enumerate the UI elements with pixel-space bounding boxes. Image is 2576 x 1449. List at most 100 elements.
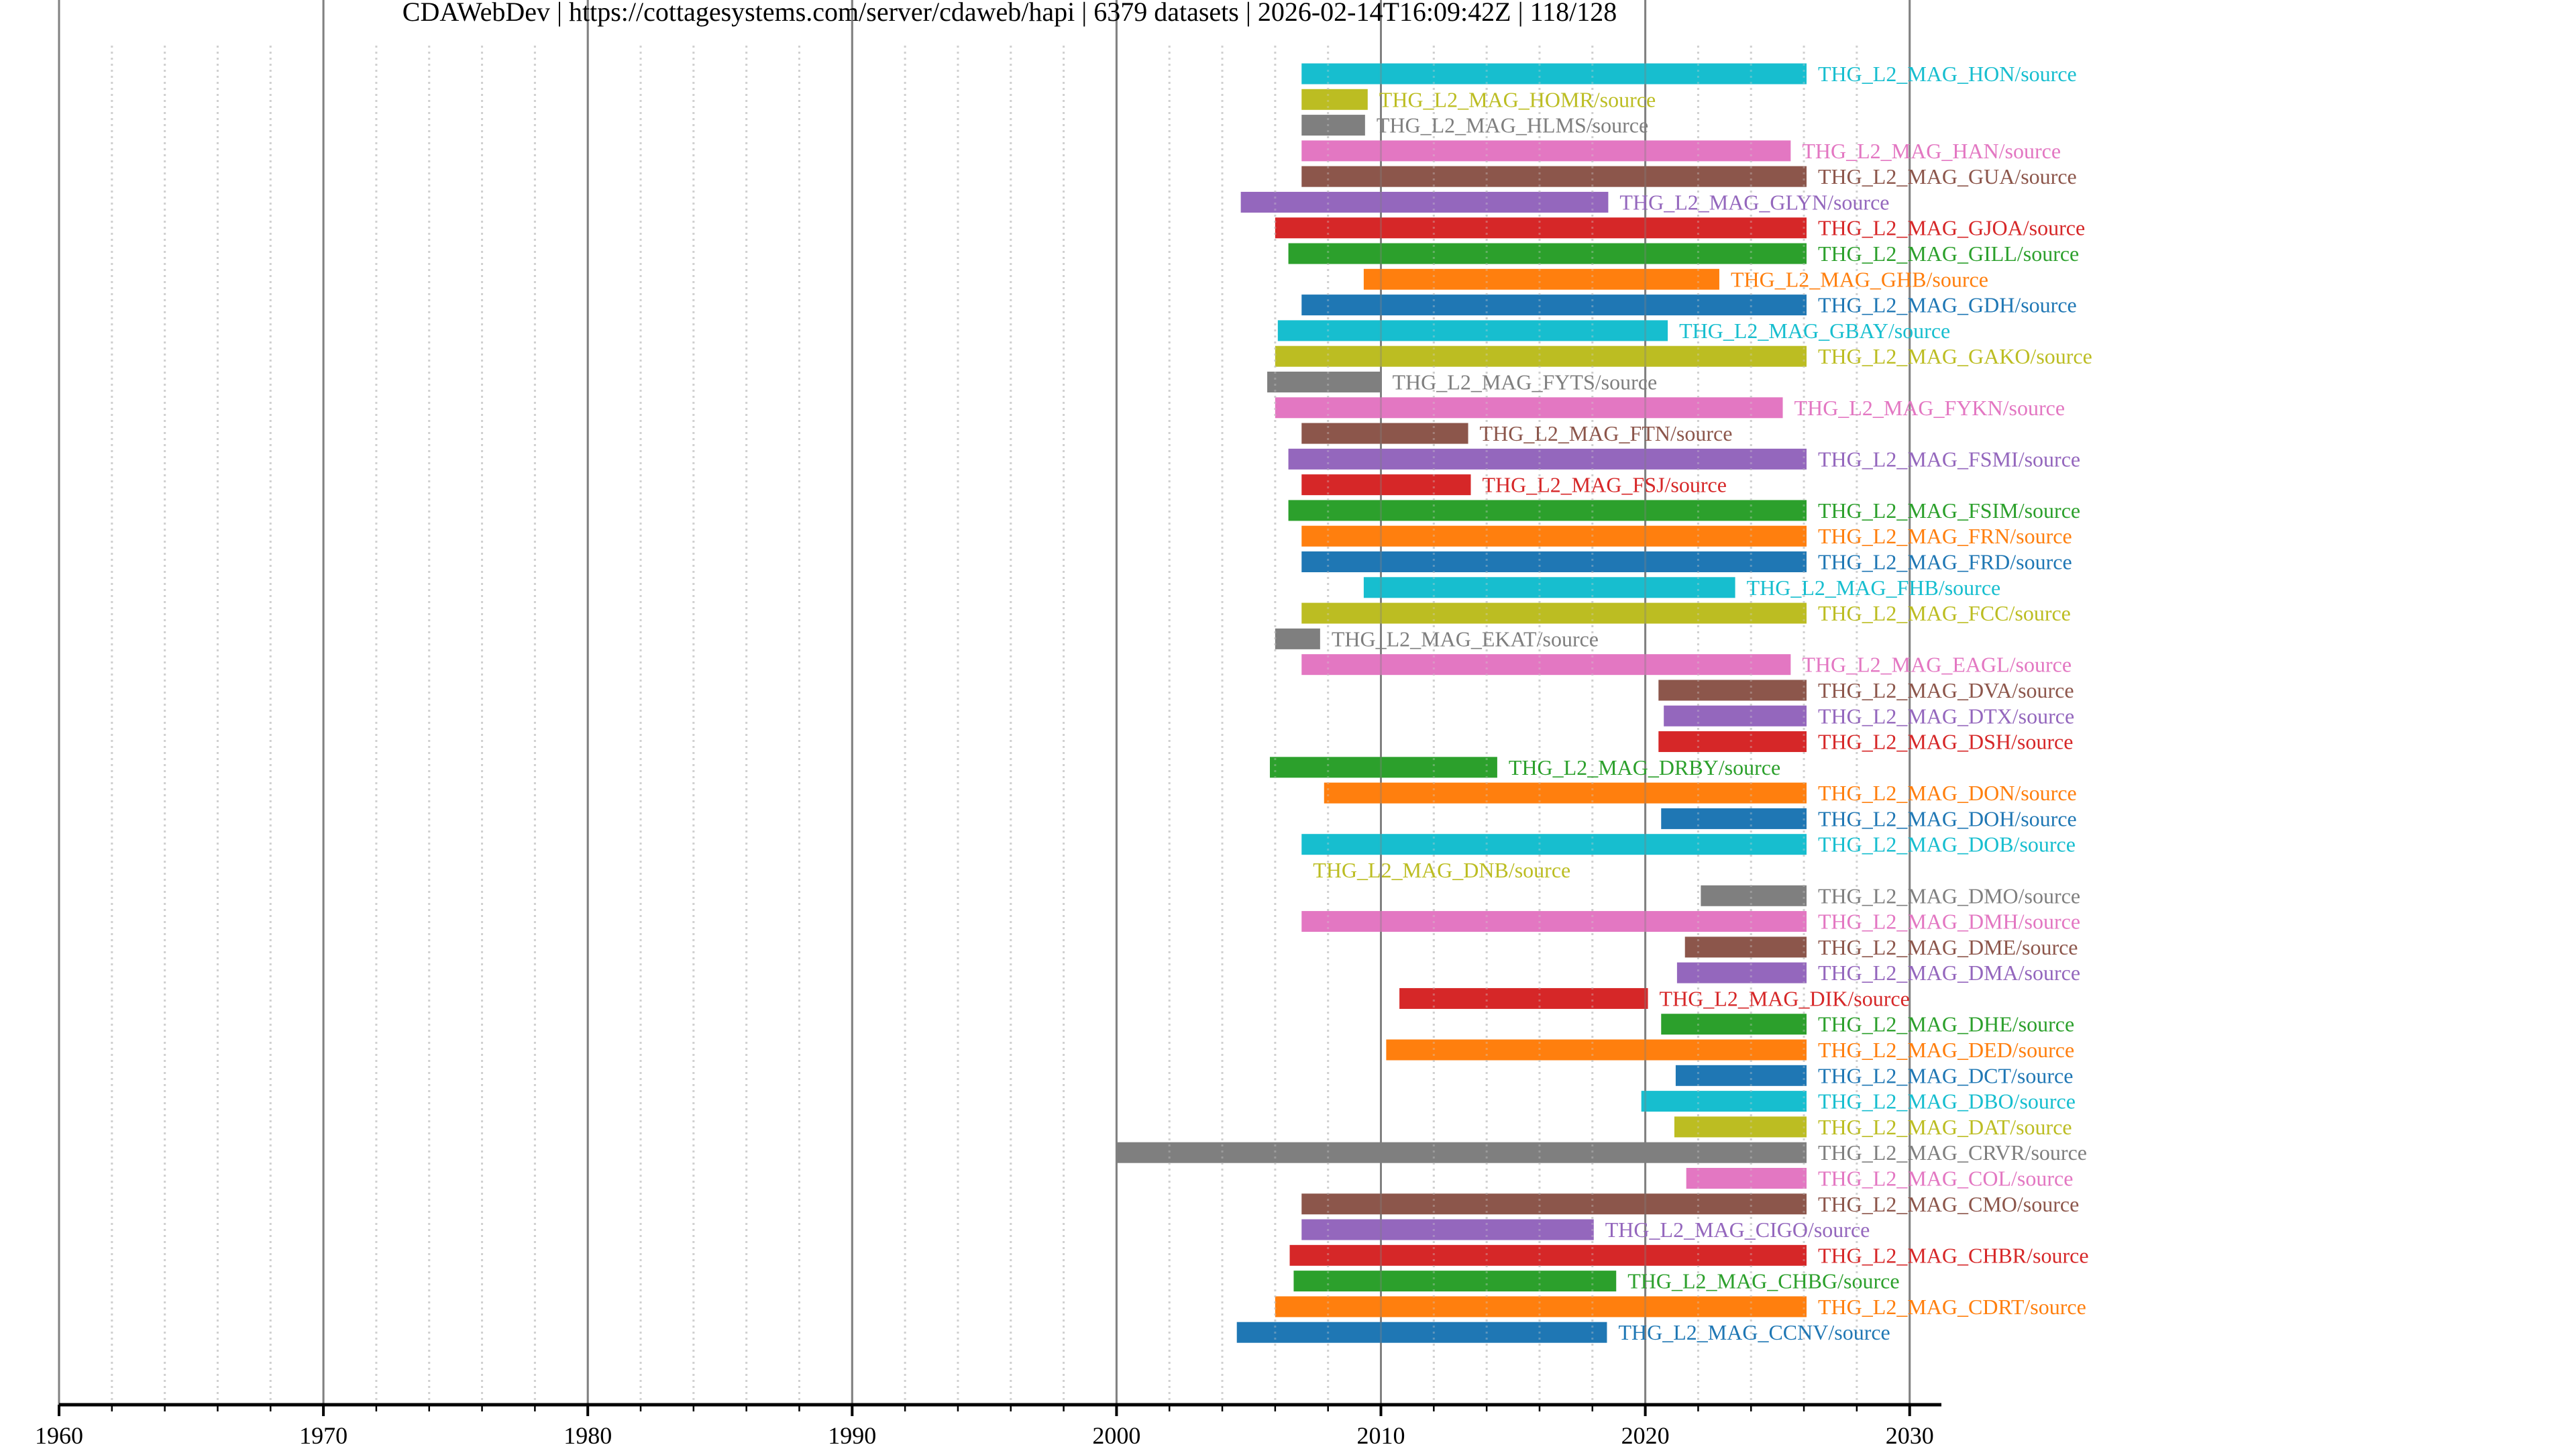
bar-labels: THG_L2_MAG_HON/source THG_L2_MAG_HOMR/sou… (1313, 62, 2092, 1344)
dataset-bar[interactable] (1267, 371, 1381, 392)
dataset-label: THG_L2_MAG_DNB/source (1313, 858, 1570, 882)
dataset-bar[interactable] (1363, 577, 1735, 598)
dataset-bar[interactable] (1240, 191, 1609, 213)
dataset-bar[interactable] (1288, 243, 1807, 264)
dataset-bar[interactable] (1301, 654, 1791, 676)
dataset-bar[interactable] (1275, 217, 1807, 239)
x-tick-label: 1990 (828, 1422, 876, 1449)
dataset-label: THG_L2_MAG_CHBG/source (1627, 1269, 1899, 1293)
dataset-label: THG_L2_MAG_FRN/source (1818, 524, 2072, 548)
dataset-bar[interactable] (1275, 397, 1783, 419)
dataset-label: THG_L2_MAG_FCC/source (1818, 601, 2071, 625)
dataset-label: THG_L2_MAG_DOH/source (1818, 806, 2077, 830)
dataset-bar[interactable] (1301, 1219, 1594, 1240)
dataset-label: THG_L2_MAG_FHB/source (1747, 576, 2001, 600)
dataset-label: THG_L2_MAG_FTN/source (1480, 421, 1733, 445)
dataset-bar[interactable] (1301, 115, 1365, 136)
dataset-label: THG_L2_MAG_CHBR/source (1818, 1243, 2089, 1267)
dataset-bar[interactable] (1275, 628, 1320, 649)
dataset-bar[interactable] (1661, 1014, 1807, 1035)
dataset-bar[interactable] (1676, 962, 1807, 983)
dataset-bar[interactable] (1674, 1116, 1807, 1138)
dataset-bar[interactable] (1664, 705, 1807, 727)
dataset-label: THG_L2_MAG_GAKO/source (1818, 344, 2092, 368)
dataset-bar[interactable] (1301, 63, 1807, 85)
dataset-label: THG_L2_MAG_GLYN/source (1619, 190, 1889, 214)
dataset-bar[interactable] (1116, 1142, 1807, 1163)
dataset-bar[interactable] (1301, 166, 1807, 187)
x-tick-label: 2020 (1621, 1422, 1670, 1449)
dataset-bar[interactable] (1641, 1091, 1807, 1112)
dataset-label: THG_L2_MAG_GHB/source (1731, 267, 1988, 291)
dataset-bar[interactable] (1684, 936, 1807, 958)
dataset-bar[interactable] (1288, 448, 1807, 470)
dataset-label: THG_L2_MAG_DHE/source (1818, 1012, 2074, 1036)
dataset-bar[interactable] (1301, 911, 1807, 932)
dataset-label: THG_L2_MAG_DVA/source (1818, 678, 2074, 702)
dataset-label: THG_L2_MAG_EAGL/source (1802, 653, 2072, 677)
dataset-bar[interactable] (1269, 757, 1497, 778)
x-tick-label: 1960 (35, 1422, 83, 1449)
dataset-label: THG_L2_MAG_DBO/source (1818, 1089, 2076, 1114)
dataset-label: THG_L2_MAG_FSIM/source (1818, 498, 2080, 523)
dataset-label: THG_L2_MAG_HOMR/source (1379, 87, 1656, 111)
dataset-bar[interactable] (1275, 1296, 1807, 1318)
dataset-bar[interactable] (1324, 782, 1807, 804)
dataset-bar[interactable] (1301, 1193, 1807, 1215)
dataset-label: THG_L2_MAG_GUA/source (1818, 164, 2077, 189)
dataset-bar[interactable] (1301, 834, 1807, 855)
dataset-bar[interactable] (1275, 345, 1807, 367)
gridline-overlay (58, 0, 1911, 1405)
dataset-label: THG_L2_MAG_DMH/source (1818, 910, 2080, 934)
dataset-label: THG_L2_MAG_DIK/source (1660, 986, 1910, 1010)
dataset-label: THG_L2_MAG_DED/source (1818, 1038, 2074, 1062)
dataset-bar[interactable] (1277, 320, 1668, 341)
dataset-label: THG_L2_MAG_GBAY/source (1679, 319, 1950, 343)
dataset-bar[interactable] (1301, 602, 1807, 624)
dataset-label: THG_L2_MAG_DMA/source (1818, 961, 2080, 985)
x-tick-label: 2010 (1357, 1422, 1405, 1449)
dataset-label: THG_L2_MAG_EKAT/source (1332, 627, 1599, 651)
dataset-label: THG_L2_MAG_FYKN/source (1794, 396, 2065, 420)
dataset-label: THG_L2_MAG_CIGO/source (1605, 1218, 1870, 1242)
bars (1116, 63, 1807, 1343)
x-axis: 1960 1970 1980 1990 2000 2010 2020 2030 (35, 1403, 1941, 1449)
x-tick-label: 1970 (299, 1422, 347, 1449)
chart-title: CDAWebDev | https://cottagesystems.com/s… (402, 0, 1617, 27)
dataset-bar[interactable] (1288, 500, 1807, 521)
dataset-bar[interactable] (1301, 551, 1807, 573)
dataset-label: THG_L2_MAG_DON/source (1818, 781, 2077, 805)
dataset-label: THG_L2_MAG_GJOA/source (1818, 216, 2085, 240)
dataset-label: THG_L2_MAG_CDRT/source (1818, 1295, 2086, 1319)
dataset-bar[interactable] (1301, 525, 1807, 547)
dataset-bar[interactable] (1675, 1065, 1807, 1086)
dataset-label: THG_L2_MAG_DSH/source (1818, 730, 2073, 754)
dataset-bar[interactable] (1386, 1039, 1807, 1061)
dataset-label: THG_L2_MAG_HLMS/source (1377, 113, 1648, 138)
dataset-label: THG_L2_MAG_DOB/source (1818, 833, 2076, 857)
dataset-bar[interactable] (1686, 1167, 1807, 1189)
dataset-bar[interactable] (1658, 731, 1807, 753)
dataset-label: THG_L2_MAG_HON/source (1818, 62, 2077, 86)
dataset-label: THG_L2_MAG_FSMI/source (1818, 447, 2080, 471)
dataset-bar[interactable] (1236, 1322, 1607, 1343)
dataset-bar[interactable] (1301, 294, 1807, 316)
dataset-bar[interactable] (1658, 680, 1807, 701)
dataset-label: THG_L2_MAG_GDH/source (1818, 293, 2077, 317)
dataset-bar[interactable] (1301, 140, 1791, 162)
dataset-bar[interactable] (1363, 268, 1719, 290)
dataset-bar[interactable] (1399, 987, 1648, 1009)
dataset-label: THG_L2_MAG_DTX/source (1818, 704, 2074, 728)
dataset-bar[interactable] (1289, 1244, 1807, 1266)
dataset-bar[interactable] (1661, 808, 1807, 829)
dataset-bar[interactable] (1301, 89, 1368, 110)
dataset-label: THG_L2_MAG_CRVR/source (1818, 1140, 2087, 1165)
dataset-label: THG_L2_MAG_DCT/source (1818, 1063, 2073, 1087)
dataset-bar[interactable] (1293, 1271, 1617, 1292)
dataset-bar[interactable] (1301, 474, 1471, 496)
dataset-label: THG_L2_MAG_FRD/source (1818, 550, 2072, 574)
dataset-bar[interactable] (1301, 423, 1468, 444)
x-tick-label: 2030 (1886, 1422, 1934, 1449)
dataset-bar[interactable] (1701, 885, 1807, 906)
